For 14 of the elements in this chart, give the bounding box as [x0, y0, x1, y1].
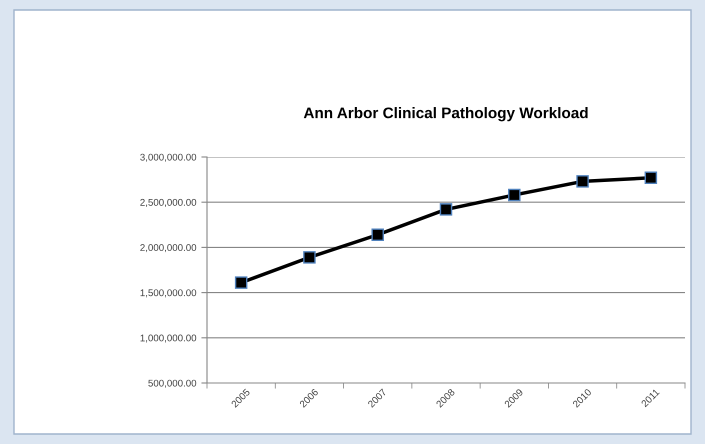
- y-tick-label: 500,000.00: [148, 380, 196, 388]
- y-tick-label: 2,000,000.00: [140, 244, 196, 252]
- point: [303, 251, 316, 264]
- point: [440, 203, 452, 216]
- point: [508, 188, 521, 202]
- point: [576, 175, 589, 188]
- point: [371, 228, 384, 241]
- y-tick-label: 1,500,000.00: [140, 289, 196, 298]
- y-tick-label: 2,500,000.00: [140, 198, 196, 207]
- y-tick-label: 3,000,000.00: [140, 154, 196, 162]
- point: [644, 172, 658, 184]
- point: [234, 276, 248, 289]
- chart-title: Ann Arbor Clinical Pathology Workload: [304, 107, 588, 122]
- y-tick-label: 1,000,000.00: [140, 334, 196, 343]
